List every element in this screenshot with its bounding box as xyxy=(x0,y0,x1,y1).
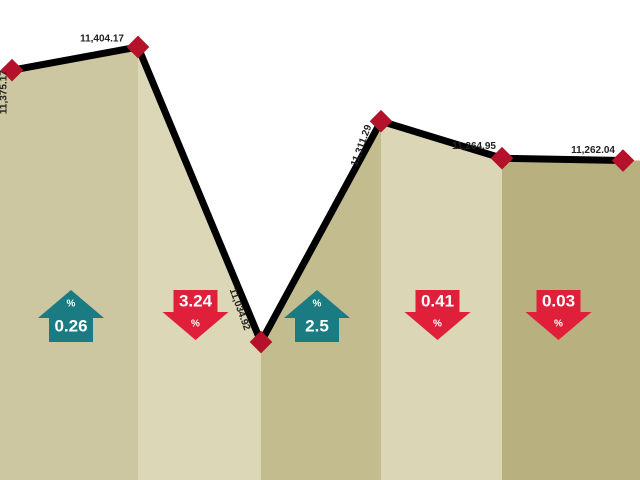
arrow-up xyxy=(284,290,350,342)
value-label: 11,404.17 xyxy=(80,34,124,45)
value-label: 11,264.95 xyxy=(452,141,496,152)
change-badge: % 2.5 xyxy=(284,290,350,342)
value-label: 11,375.17 xyxy=(0,70,10,114)
marker xyxy=(0,58,24,82)
change-badge: % 0.26 xyxy=(38,290,104,342)
percent-sign: % xyxy=(191,319,200,330)
change-value: 0.26 xyxy=(54,316,87,335)
percent-sign: % xyxy=(554,319,563,330)
change-badge: 0.03% xyxy=(525,290,592,340)
value-label: 11,262.04 xyxy=(571,145,615,156)
area-band xyxy=(0,47,138,480)
area-band xyxy=(138,47,261,480)
arrow-down xyxy=(162,290,229,340)
change-value: 3.24 xyxy=(179,291,213,310)
change-badge: 3.24% xyxy=(162,290,229,340)
percent-sign: % xyxy=(67,299,76,310)
arrow-down xyxy=(525,290,592,340)
percent-sign: % xyxy=(313,299,322,310)
arrow-up xyxy=(38,290,104,342)
marker xyxy=(369,109,393,133)
line xyxy=(11,43,624,351)
change-value: 0.03 xyxy=(542,291,575,310)
percent-sign: % xyxy=(433,319,442,330)
change-badge: 0.41% xyxy=(404,290,471,340)
change-value: 2.5 xyxy=(305,316,329,335)
change-value: 0.41 xyxy=(421,291,454,310)
arrow-down xyxy=(404,290,471,340)
